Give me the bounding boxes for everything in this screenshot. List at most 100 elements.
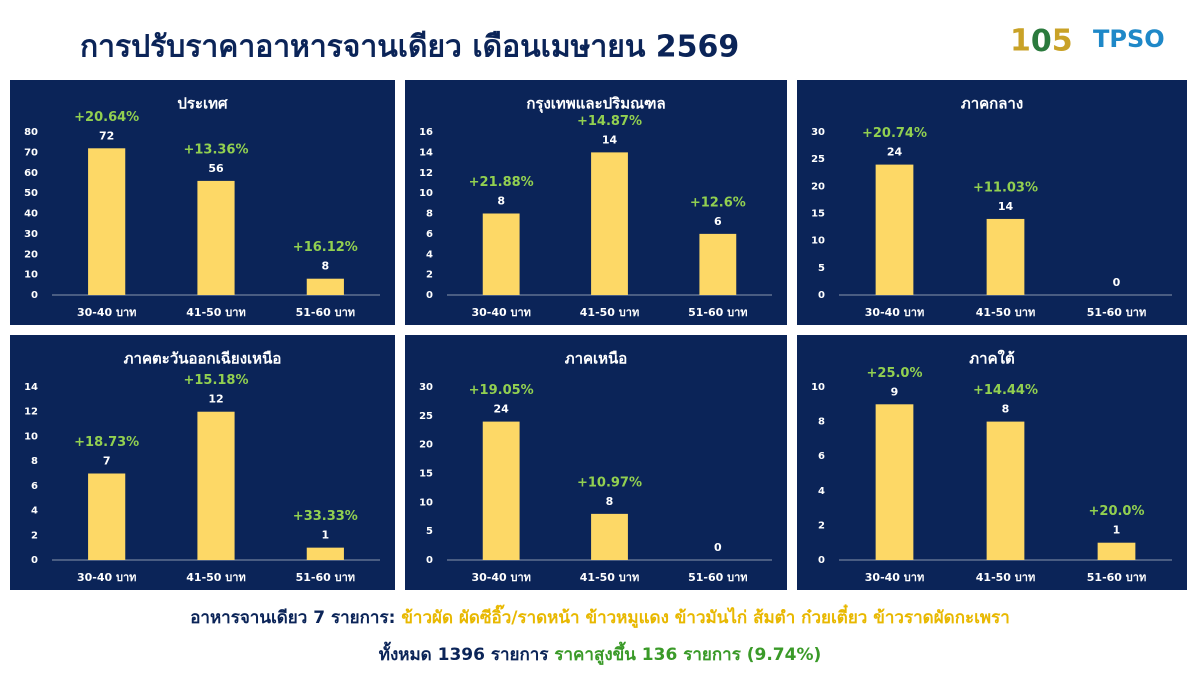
- data-label: 6: [714, 215, 722, 228]
- x-tick-label: 30-40 บาท: [471, 571, 530, 584]
- data-label: 1: [1113, 524, 1121, 537]
- y-tick-label: 2: [818, 520, 825, 531]
- annotation: +20.0%: [1089, 504, 1145, 519]
- annotation: +11.03%: [973, 180, 1038, 195]
- data-label: 72: [99, 129, 114, 142]
- x-tick-label: 51-60 บาท: [688, 571, 747, 584]
- y-tick-label: 70: [24, 147, 38, 158]
- x-tick-label: 51-60 บาท: [1087, 571, 1146, 584]
- bar: [482, 421, 520, 560]
- y-tick-label: 15: [811, 209, 825, 220]
- bar: [986, 421, 1025, 560]
- y-tick-label: 6: [818, 451, 825, 462]
- x-tick-label: 41-50 บาท: [186, 571, 245, 584]
- y-tick-label: 16: [419, 127, 433, 138]
- y-tick-label: 6: [31, 481, 38, 492]
- y-tick-label: 0: [426, 290, 433, 301]
- x-tick-label: 51-60 บาท: [296, 306, 355, 319]
- x-tick-label: 41-50 บาท: [976, 306, 1035, 319]
- y-tick-label: 14: [24, 382, 38, 393]
- data-label: 14: [998, 200, 1014, 213]
- data-label: 12: [208, 393, 223, 406]
- data-label: 56: [208, 162, 224, 175]
- y-tick-label: 2: [31, 530, 38, 541]
- y-tick-label: 4: [31, 506, 38, 517]
- y-tick-label: 6: [426, 229, 433, 240]
- bar: [875, 164, 914, 295]
- bar: [875, 404, 914, 560]
- data-label: 8: [1002, 403, 1010, 416]
- y-tick-label: 14: [419, 147, 433, 158]
- annotation: +33.33%: [293, 509, 358, 524]
- y-tick-label: 12: [24, 407, 38, 418]
- y-tick-label: 8: [818, 417, 825, 428]
- chart-title: ประเทศ: [177, 95, 228, 113]
- bar: [306, 278, 344, 295]
- data-label: 24: [887, 146, 903, 159]
- annotation: +13.36%: [183, 142, 248, 157]
- bar: [591, 152, 628, 295]
- x-tick-label: 30-40 บาท: [471, 306, 530, 319]
- y-tick-label: 8: [426, 209, 433, 220]
- y-tick-label: 10: [811, 382, 825, 393]
- y-tick-label: 4: [426, 249, 433, 260]
- y-tick-label: 0: [818, 290, 825, 301]
- chart-title: ภาคกลาง: [961, 95, 1023, 113]
- y-tick-label: 2: [426, 270, 433, 281]
- x-tick-label: 51-60 บาท: [296, 571, 355, 584]
- data-label: 7: [103, 455, 111, 468]
- annotation: +25.0%: [867, 366, 923, 381]
- y-tick-label: 0: [426, 555, 433, 566]
- footer-line2: ทั้งหมด 1396 รายการ ราคาสูงขึ้น 136 รายก…: [0, 641, 1200, 668]
- data-label: 8: [497, 195, 505, 208]
- x-tick-label: 51-60 บาท: [1087, 306, 1146, 319]
- x-tick-label: 30-40 บาท: [865, 571, 924, 584]
- annotation: +12.6%: [690, 195, 746, 210]
- data-label: 14: [602, 133, 618, 146]
- footer-line1: อาหารจานเดียว 7 รายการ: ข้าวผัด ผัดซีอิ๊…: [0, 604, 1200, 631]
- x-tick-label: 41-50 บาท: [580, 571, 639, 584]
- bar: [197, 411, 235, 560]
- chart-title: ภาคเหนือ: [565, 350, 628, 368]
- x-tick-label: 51-60 บาท: [688, 306, 747, 319]
- y-tick-label: 25: [419, 411, 433, 422]
- y-tick-label: 5: [426, 526, 433, 537]
- y-tick-label: 30: [811, 127, 825, 138]
- x-tick-label: 41-50 บาท: [580, 306, 639, 319]
- y-tick-label: 50: [24, 188, 38, 199]
- y-tick-label: 4: [818, 486, 825, 497]
- page-title: การปรับราคาอาหารจานเดียว เดือนเมษายน 256…: [80, 30, 739, 65]
- y-tick-label: 20: [419, 440, 433, 451]
- y-tick-label: 60: [24, 168, 38, 179]
- x-tick-label: 41-50 บาท: [186, 306, 245, 319]
- chart-title: ภาคตะวันออกเฉียงเหนือ: [124, 350, 282, 368]
- annotation: +10.97%: [577, 475, 642, 490]
- data-label: 24: [494, 403, 510, 416]
- annotation: +20.64%: [74, 110, 139, 125]
- data-label: 9: [891, 385, 899, 398]
- x-tick-label: 41-50 บาท: [976, 571, 1035, 584]
- data-label: 0: [714, 541, 722, 554]
- footer-items: ข้าวผัด ผัดซีอิ๊ว/ราดหน้า ข้าวหมูแดง ข้า…: [401, 608, 1010, 628]
- chart-title: ภาคใต้: [969, 350, 1014, 368]
- y-tick-label: 25: [811, 154, 825, 165]
- y-tick-label: 20: [24, 249, 38, 260]
- bar: [699, 233, 737, 295]
- y-tick-label: 0: [31, 555, 38, 566]
- annotation: +21.88%: [469, 175, 534, 190]
- chart-title: กรุงเทพและปริมณฑล: [526, 95, 665, 114]
- y-tick-label: 0: [818, 555, 825, 566]
- y-tick-label: 0: [31, 290, 38, 301]
- y-tick-label: 12: [419, 168, 433, 179]
- x-tick-label: 30-40 บาท: [77, 306, 136, 319]
- logo-105: 105: [1010, 24, 1073, 59]
- data-label: 0: [1113, 276, 1121, 289]
- bar: [88, 473, 126, 560]
- y-tick-label: 10: [419, 497, 433, 508]
- bar: [88, 148, 126, 295]
- y-tick-label: 30: [419, 382, 433, 393]
- data-label: 8: [606, 495, 614, 508]
- data-label: 1: [322, 529, 330, 542]
- annotation: +14.44%: [973, 383, 1038, 398]
